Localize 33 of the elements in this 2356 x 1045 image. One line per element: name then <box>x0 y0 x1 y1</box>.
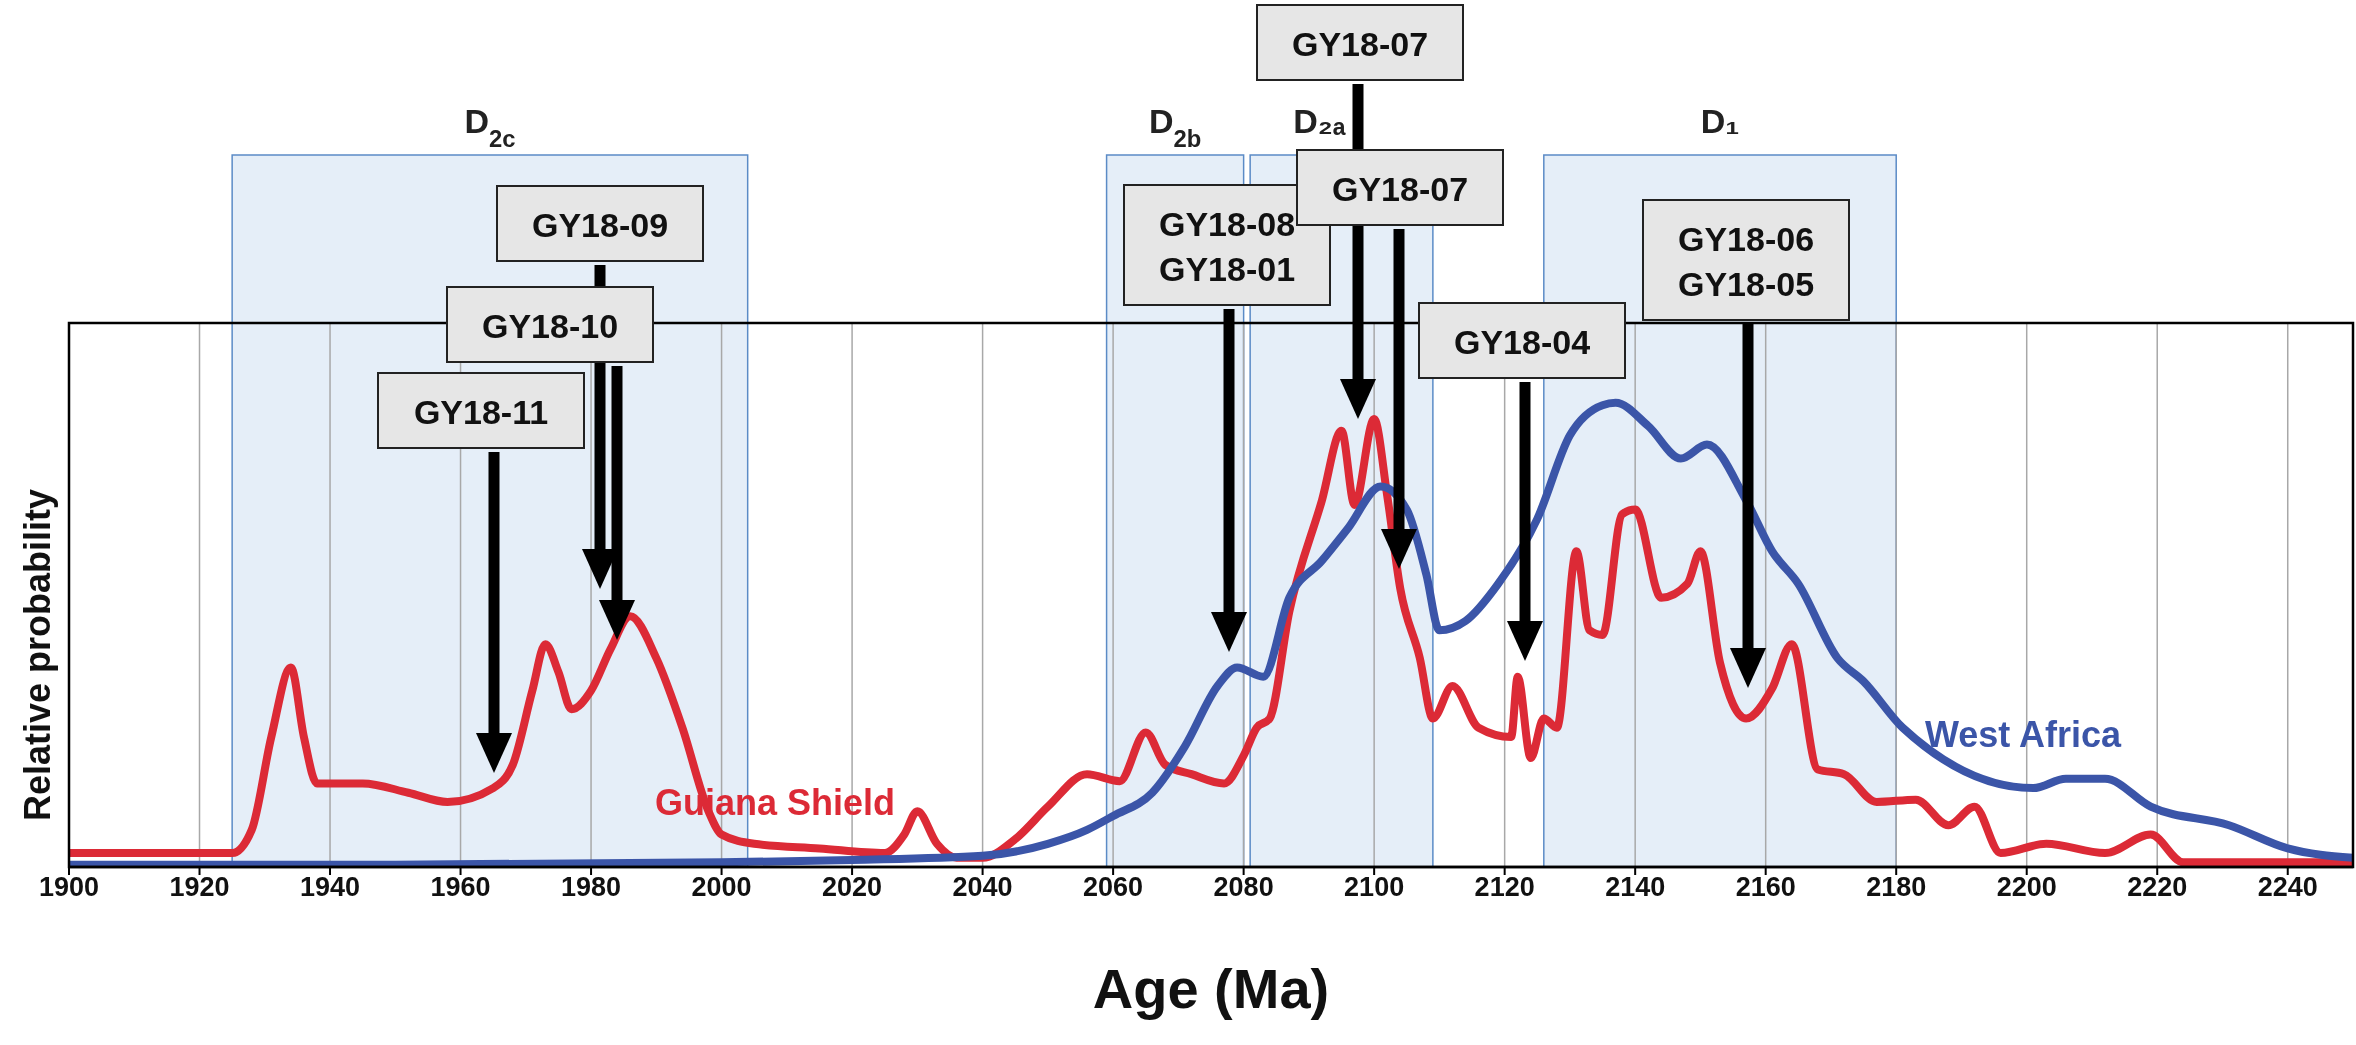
x-tick-label: 1960 <box>430 872 491 903</box>
x-tick-label: 1940 <box>299 872 361 903</box>
annotation: GY18-11 <box>413 393 549 431</box>
x-tick-label: 2140 <box>1605 872 1666 903</box>
x-tick-label: 2220 <box>2127 872 2188 903</box>
band-label: D₁ <box>1700 102 1740 140</box>
text: GY18-07 <box>1291 25 1429 63</box>
text: GY18-04 <box>1453 323 1591 361</box>
y-axis-title: Relative probability <box>17 488 58 822</box>
x-tick-label: 2040 <box>952 872 1013 903</box>
x-tick-label: 2060 <box>1083 872 1144 903</box>
text: GY18-08 GY18-01 <box>1158 205 1296 288</box>
text: GY18-06 GY18-05 <box>1677 220 1815 303</box>
text: GY18-09 <box>531 206 669 244</box>
series-label: West Africa <box>1925 714 2123 755</box>
x-tick-label: 1900 <box>38 872 100 903</box>
x-tick-label: 2100 <box>1344 872 1405 903</box>
x-tick-label: 1920 <box>169 872 230 903</box>
band-label: D$_{2b}$ <box>1148 102 1202 152</box>
x-tick-label: 2120 <box>1474 872 1535 903</box>
x-tick-label: 2200 <box>1996 872 2057 903</box>
text: GY18-07 <box>1331 170 1469 208</box>
x-tick-label: 2160 <box>1735 872 1796 903</box>
x-tick-label: 2240 <box>2257 872 2318 903</box>
x-tick-label: 2080 <box>1213 872 1274 903</box>
x-tick-label: 2020 <box>822 872 883 903</box>
band-label: D$_{2c}$ <box>464 102 516 152</box>
x-axis-title: Age (Ma) <box>1092 957 1330 1020</box>
x-tick-label: 1980 <box>561 872 622 903</box>
text: GY18-10 <box>481 307 619 345</box>
band-label: D₂ₐ <box>1293 102 1346 140</box>
x-tick-label: 2000 <box>691 872 752 903</box>
x-tick-label: 2180 <box>1866 872 1927 903</box>
